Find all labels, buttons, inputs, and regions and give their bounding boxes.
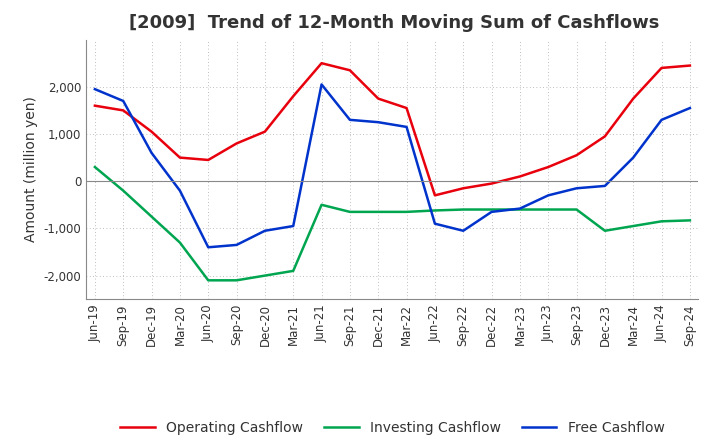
Free Cashflow	[629, 155, 637, 160]
Operating Cashflow	[487, 181, 496, 186]
Investing Cashflow	[600, 228, 609, 233]
Operating Cashflow	[516, 174, 524, 179]
Free Cashflow	[176, 188, 184, 193]
Operating Cashflow	[261, 129, 269, 134]
Operating Cashflow	[318, 61, 326, 66]
Investing Cashflow	[544, 207, 552, 212]
Free Cashflow	[487, 209, 496, 215]
Investing Cashflow	[233, 278, 241, 283]
Legend: Operating Cashflow, Investing Cashflow, Free Cashflow: Operating Cashflow, Investing Cashflow, …	[114, 415, 670, 440]
Text: [2009]  Trend of 12-Month Moving Sum of Cashflows: [2009] Trend of 12-Month Moving Sum of C…	[130, 15, 660, 33]
Operating Cashflow	[600, 134, 609, 139]
Operating Cashflow	[91, 103, 99, 108]
Free Cashflow	[572, 186, 581, 191]
Free Cashflow	[233, 242, 241, 248]
Operating Cashflow	[148, 129, 156, 134]
Free Cashflow	[91, 87, 99, 92]
Free Cashflow	[657, 117, 666, 122]
Investing Cashflow	[487, 207, 496, 212]
Line: Free Cashflow: Free Cashflow	[95, 84, 690, 247]
Investing Cashflow	[261, 273, 269, 278]
Investing Cashflow	[148, 214, 156, 219]
Investing Cashflow	[374, 209, 382, 215]
Operating Cashflow	[176, 155, 184, 160]
Investing Cashflow	[572, 207, 581, 212]
Investing Cashflow	[318, 202, 326, 207]
Operating Cashflow	[119, 108, 127, 113]
Free Cashflow	[119, 98, 127, 103]
Investing Cashflow	[119, 188, 127, 193]
Investing Cashflow	[289, 268, 297, 274]
Free Cashflow	[685, 106, 694, 111]
Operating Cashflow	[402, 106, 411, 111]
Operating Cashflow	[289, 94, 297, 99]
Free Cashflow	[516, 206, 524, 211]
Free Cashflow	[261, 228, 269, 233]
Investing Cashflow	[516, 207, 524, 212]
Operating Cashflow	[431, 193, 439, 198]
Free Cashflow	[318, 82, 326, 87]
Investing Cashflow	[657, 219, 666, 224]
Investing Cashflow	[431, 208, 439, 213]
Free Cashflow	[431, 221, 439, 226]
Free Cashflow	[346, 117, 354, 122]
Operating Cashflow	[346, 68, 354, 73]
Free Cashflow	[402, 124, 411, 129]
Free Cashflow	[600, 183, 609, 189]
Operating Cashflow	[629, 96, 637, 101]
Y-axis label: Amount (million yen): Amount (million yen)	[24, 96, 38, 242]
Operating Cashflow	[374, 96, 382, 101]
Operating Cashflow	[204, 158, 212, 163]
Operating Cashflow	[233, 141, 241, 146]
Operating Cashflow	[544, 165, 552, 170]
Free Cashflow	[289, 224, 297, 229]
Free Cashflow	[204, 245, 212, 250]
Line: Operating Cashflow: Operating Cashflow	[95, 63, 690, 195]
Investing Cashflow	[459, 207, 467, 212]
Investing Cashflow	[629, 224, 637, 229]
Free Cashflow	[459, 228, 467, 233]
Investing Cashflow	[346, 209, 354, 215]
Operating Cashflow	[459, 186, 467, 191]
Free Cashflow	[544, 193, 552, 198]
Investing Cashflow	[91, 165, 99, 170]
Operating Cashflow	[572, 153, 581, 158]
Investing Cashflow	[204, 278, 212, 283]
Free Cashflow	[374, 120, 382, 125]
Investing Cashflow	[176, 240, 184, 245]
Free Cashflow	[148, 150, 156, 155]
Investing Cashflow	[402, 209, 411, 215]
Investing Cashflow	[685, 218, 694, 223]
Operating Cashflow	[685, 63, 694, 68]
Operating Cashflow	[657, 65, 666, 70]
Line: Investing Cashflow: Investing Cashflow	[95, 167, 690, 280]
